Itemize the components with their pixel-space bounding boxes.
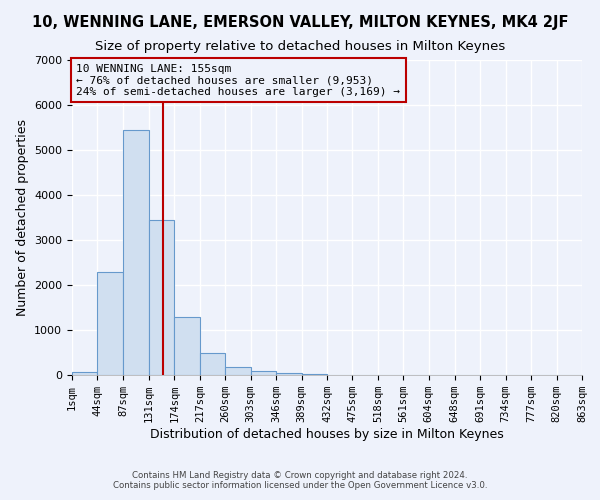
Bar bbox=[149, 220, 175, 375]
Text: Contains HM Land Registry data © Crown copyright and database right 2024.
Contai: Contains HM Land Registry data © Crown c… bbox=[113, 470, 487, 490]
Y-axis label: Number of detached properties: Number of detached properties bbox=[16, 119, 29, 316]
Text: Size of property relative to detached houses in Milton Keynes: Size of property relative to detached ho… bbox=[95, 40, 505, 53]
Bar bbox=[276, 373, 302, 375]
X-axis label: Distribution of detached houses by size in Milton Keynes: Distribution of detached houses by size … bbox=[150, 428, 504, 441]
Bar bbox=[97, 272, 123, 375]
Text: 10 WENNING LANE: 155sqm
← 76% of detached houses are smaller (9,953)
24% of semi: 10 WENNING LANE: 155sqm ← 76% of detache… bbox=[76, 64, 400, 97]
Bar bbox=[251, 370, 276, 375]
Bar bbox=[72, 372, 97, 375]
Bar bbox=[225, 367, 251, 375]
Bar bbox=[302, 374, 327, 375]
Bar bbox=[175, 316, 200, 375]
Bar bbox=[123, 130, 149, 375]
Bar bbox=[200, 354, 225, 375]
Text: 10, WENNING LANE, EMERSON VALLEY, MILTON KEYNES, MK4 2JF: 10, WENNING LANE, EMERSON VALLEY, MILTON… bbox=[32, 15, 568, 30]
